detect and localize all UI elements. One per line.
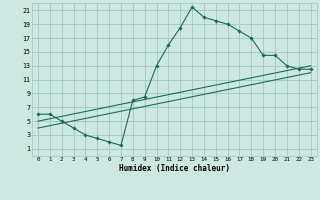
X-axis label: Humidex (Indice chaleur): Humidex (Indice chaleur) bbox=[119, 164, 230, 173]
